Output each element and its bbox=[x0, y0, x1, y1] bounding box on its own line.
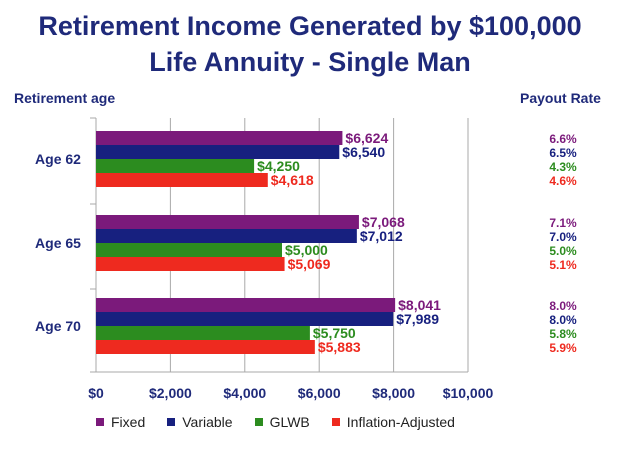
legend-swatch-2 bbox=[254, 418, 263, 426]
bar-0-0 bbox=[96, 131, 343, 145]
data-label-1-0: $6,540 bbox=[342, 144, 385, 160]
payout-rate-2-0: 4.3% bbox=[549, 160, 577, 174]
data-label-0-1: $7,068 bbox=[362, 214, 405, 230]
x-tick-label-5: $10,000 bbox=[443, 385, 494, 401]
payout-rate-2-1: 5.0% bbox=[549, 244, 577, 258]
legend-item-3: Inflation-Adjusted bbox=[331, 414, 455, 430]
chart-title: Retirement Income Generated by $100,000 … bbox=[0, 8, 620, 80]
payout-rate-1-1: 7.0% bbox=[549, 230, 577, 244]
data-label-1-1: $7,012 bbox=[360, 228, 403, 244]
chart-legend: Fixed Variable GLWB Inflation-Adjusted bbox=[96, 414, 455, 430]
category-label-1: Age 65 bbox=[35, 235, 81, 251]
data-label-2-1: $5,000 bbox=[285, 242, 328, 258]
chart-title-line2: Life Annuity - Single Man bbox=[149, 47, 471, 77]
data-label-0-2: $8,041 bbox=[398, 297, 441, 313]
category-label-2: Age 70 bbox=[35, 318, 81, 334]
payout-rate-3-1: 5.1% bbox=[549, 258, 577, 272]
bar-3-2 bbox=[96, 340, 315, 354]
payout-rate-1-2: 8.0% bbox=[549, 313, 577, 327]
payout-rate-0-2: 8.0% bbox=[549, 299, 577, 313]
data-label-0-0: $6,624 bbox=[345, 130, 388, 146]
bar-0-2 bbox=[96, 298, 396, 312]
retirement-age-header: Retirement age bbox=[14, 90, 116, 106]
data-label-3-1: $5,069 bbox=[288, 256, 331, 272]
bar-2-1 bbox=[96, 243, 282, 257]
x-tick-label-3: $6,000 bbox=[298, 385, 341, 401]
legend-item-2: GLWB bbox=[254, 414, 310, 430]
legend-swatch-3 bbox=[331, 418, 340, 426]
legend-swatch-0 bbox=[96, 418, 104, 426]
payout-rate-2-2: 5.8% bbox=[549, 327, 577, 341]
bar-3-1 bbox=[96, 257, 285, 271]
x-tick-label-2: $4,000 bbox=[223, 385, 266, 401]
x-tick-label-1: $2,000 bbox=[149, 385, 192, 401]
data-label-1-2: $7,989 bbox=[396, 311, 439, 327]
legend-label-0: Fixed bbox=[111, 414, 146, 430]
category-label-0: Age 62 bbox=[35, 151, 81, 167]
payout-rate-header: Payout Rate bbox=[520, 90, 601, 106]
data-label-3-0: $4,618 bbox=[271, 172, 314, 188]
payout-rate-0-1: 7.1% bbox=[549, 216, 577, 230]
bar-1-1 bbox=[96, 229, 357, 243]
payout-rate-1-0: 6.5% bbox=[549, 146, 577, 160]
legend-item-0: Fixed bbox=[96, 414, 145, 430]
legend-label-2: GLWB bbox=[269, 414, 310, 430]
bar-2-2 bbox=[96, 326, 310, 340]
bar-0-1 bbox=[96, 215, 359, 229]
bar-2-0 bbox=[96, 159, 255, 173]
bar-1-2 bbox=[96, 312, 394, 326]
payout-rate-0-0: 6.6% bbox=[549, 132, 577, 146]
payout-rate-3-2: 5.9% bbox=[549, 341, 577, 355]
data-label-3-2: $5,883 bbox=[318, 339, 361, 355]
legend-swatch-1 bbox=[167, 418, 176, 426]
bar-3-0 bbox=[96, 173, 268, 187]
bar-1-0 bbox=[96, 145, 340, 159]
x-tick-label-0: $0 bbox=[88, 385, 104, 401]
legend-label-3: Inflation-Adjusted bbox=[346, 414, 455, 430]
legend-label-1: Variable bbox=[182, 414, 233, 430]
data-label-2-2: $5,750 bbox=[313, 325, 356, 341]
legend-item-1: Variable bbox=[167, 414, 233, 430]
x-tick-label-4: $8,000 bbox=[372, 385, 415, 401]
chart-title-line1: Retirement Income Generated by $100,000 bbox=[38, 11, 582, 41]
data-label-2-0: $4,250 bbox=[257, 158, 300, 174]
payout-rate-3-0: 4.6% bbox=[549, 174, 577, 188]
